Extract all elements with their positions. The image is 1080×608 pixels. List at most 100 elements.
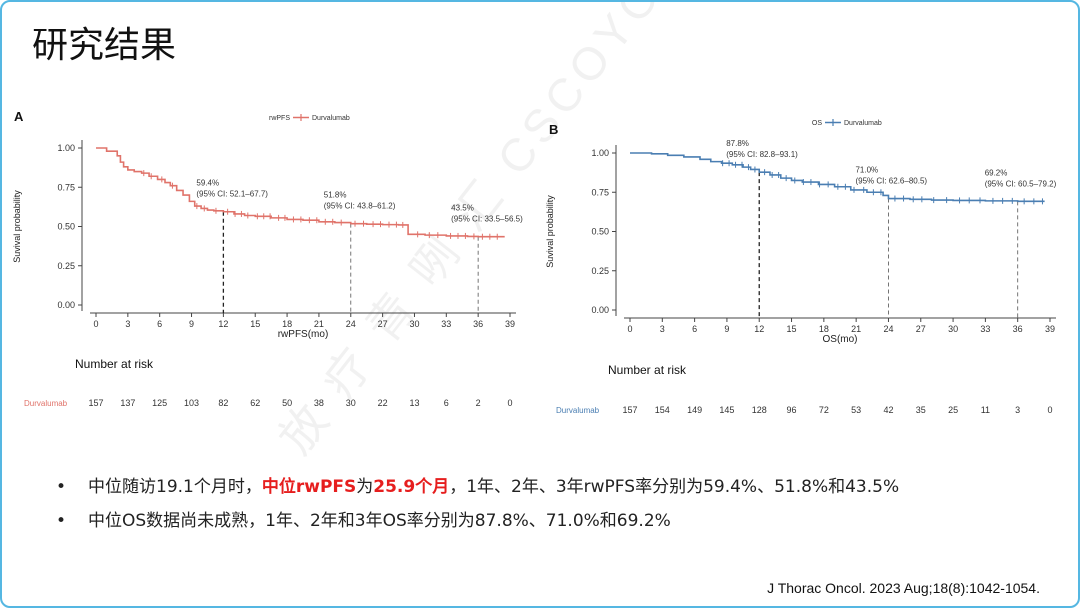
risk-table-group: Durvalumab (556, 406, 600, 415)
risk-table-value: 137 (120, 398, 135, 408)
finding-text: 中位OS数据尚未成熟，1年、2年和3年OS率分别为87.8%、71.0%和69.… (88, 511, 671, 531)
x-tick-label: 6 (157, 319, 162, 329)
x-tick-label: 21 (851, 324, 861, 334)
finding-text: ，1年、2年、3年rwPFS率分别为59.4%、51.8%和43.5% (449, 477, 900, 497)
annotation-rate: 43.5% (451, 204, 474, 213)
risk-table-value: 11 (981, 405, 990, 415)
risk-table-value: 0 (507, 398, 512, 408)
risk-table-value: 72 (819, 405, 829, 415)
x-tick-label: 0 (627, 324, 632, 334)
y-tick-label: 0.00 (591, 305, 609, 315)
annotation-rate: 59.4% (196, 179, 219, 188)
x-tick-label: 12 (754, 324, 764, 334)
annotation-ci: (95% CI: 33.5–56.5) (451, 215, 523, 224)
panel-label: B (549, 122, 558, 137)
survival-curve (630, 152, 1045, 203)
annotation-ci: (95% CI: 82.8–93.1) (726, 150, 798, 159)
x-axis-title: rwPFS(mo) (278, 329, 329, 340)
slide-title: 研究结果 (32, 25, 177, 66)
risk-table-value: 0 (1047, 405, 1052, 415)
finding-item: • 中位OS数据尚未成熟，1年、2年和3年OS率分别为87.8%、71.0%和69… (56, 508, 899, 542)
bullet-dot: • (56, 477, 67, 497)
x-tick-label: 24 (346, 319, 356, 329)
x-tick-label: 15 (250, 319, 260, 329)
x-tick-label: 27 (378, 319, 388, 329)
y-tick-label: 0.25 (57, 261, 75, 271)
x-tick-label: 18 (282, 319, 292, 329)
annotation-rate: 51.8% (324, 191, 347, 200)
y-tick-label: 0.75 (591, 187, 609, 197)
risk-table-value: 125 (152, 398, 167, 408)
risk-table-value: 149 (687, 405, 702, 415)
x-tick-label: 24 (883, 324, 893, 334)
bullet-dot: • (56, 511, 67, 531)
x-axis-title: OS(mo) (823, 334, 858, 345)
risk-table-value: 103 (184, 398, 199, 408)
x-tick-label: 3 (660, 324, 665, 334)
x-tick-label: 9 (724, 324, 729, 334)
x-tick-label: 3 (125, 319, 130, 329)
risk-table-value: 96 (787, 405, 797, 415)
x-tick-label: 6 (692, 324, 697, 334)
y-tick-label: 0.25 (591, 266, 609, 276)
finding-highlight: 中位rwPFS (261, 477, 357, 497)
y-axis-title: Suvival probability (12, 190, 22, 263)
y-tick-label: 1.00 (591, 148, 609, 158)
risk-table-value: 6 (444, 398, 449, 408)
y-tick-label: 0.75 (57, 182, 75, 192)
annotation-rate: 71.0% (855, 166, 878, 175)
x-tick-label: 33 (980, 324, 990, 334)
annotation-ci: (95% CI: 60.5–79.2) (985, 179, 1057, 188)
risk-table-value: 13 (409, 398, 419, 408)
risk-table-value: 38 (314, 398, 324, 408)
risk-table-title: Number at risk (608, 363, 687, 377)
legend-title: rwPFS (269, 115, 290, 122)
finding-text: 为 (356, 477, 374, 497)
risk-table-value: 42 (883, 405, 893, 415)
finding-highlight: 25.9个月 (373, 477, 450, 497)
y-tick-label: 0.50 (591, 227, 609, 237)
legend: rwPFS Durvalumab (269, 114, 350, 122)
y-axis-title: Suvival probability (545, 195, 555, 268)
risk-table-value: 128 (752, 405, 767, 415)
risk-table-value: 53 (851, 405, 861, 415)
x-tick-label: 18 (819, 324, 829, 334)
legend-title: OS (812, 120, 822, 127)
y-tick-label: 0.00 (57, 300, 75, 310)
x-tick-label: 39 (505, 319, 515, 329)
risk-table-value: 30 (346, 398, 356, 408)
risk-table-value: 50 (282, 398, 292, 408)
x-tick-label: 30 (409, 319, 419, 329)
risk-table-value: 3 (1015, 405, 1020, 415)
risk-table-value: 82 (218, 398, 228, 408)
legend: OS Durvalumab (812, 119, 882, 127)
annotation-rate: 69.2% (985, 168, 1008, 177)
x-tick-label: 30 (948, 324, 958, 334)
annotation-ci: (95% CI: 43.8–61.2) (324, 202, 396, 211)
risk-table-value: 22 (378, 398, 388, 408)
survival-curve (96, 147, 505, 238)
x-tick-label: 36 (473, 319, 483, 329)
risk-table-value: 25 (948, 405, 958, 415)
findings-list: • 中位随访19.1个月时，中位rwPFS为25.9个月，1年、2年、3年rwPF… (56, 474, 899, 542)
x-tick-label: 36 (1013, 324, 1023, 334)
y-tick-label: 1.00 (57, 143, 75, 153)
x-tick-label: 21 (314, 319, 324, 329)
risk-table-value: 157 (622, 405, 637, 415)
risk-table-value: 62 (250, 398, 260, 408)
y-tick-label: 0.50 (57, 222, 75, 232)
x-tick-label: 33 (441, 319, 451, 329)
finding-text: 中位随访19.1个月时， (88, 477, 262, 497)
risk-table-value: 145 (719, 405, 734, 415)
risk-table-value: 35 (916, 405, 926, 415)
x-tick-label: 27 (916, 324, 926, 334)
x-tick-label: 0 (93, 319, 98, 329)
citation: J Thorac Oncol. 2023 Aug;18(8):1042-1054… (767, 580, 1040, 596)
annotation-ci: (95% CI: 62.6–80.5) (855, 177, 927, 186)
x-tick-label: 12 (218, 319, 228, 329)
x-tick-label: 15 (787, 324, 797, 334)
